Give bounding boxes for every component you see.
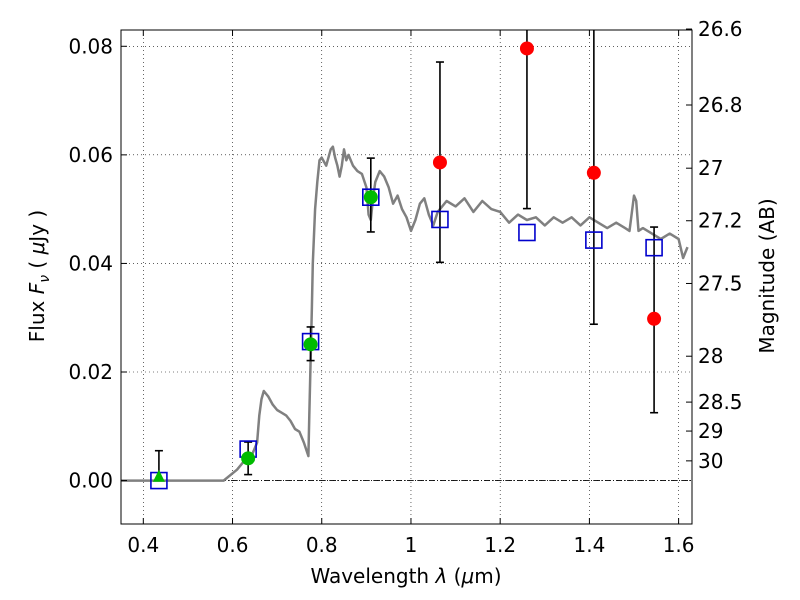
model-spectrum-line [121,145,689,482]
x-tick-label: 1.4 [573,533,605,557]
plot-frame [120,29,693,525]
x-tick-label: 0.6 [217,533,249,557]
error-bars-group [154,30,659,482]
x-axis-label-unit-mu: μ [460,564,474,588]
x-tick-label: 0.4 [127,533,159,557]
model-photometry-square [362,188,380,206]
x-tick-label: 1 [405,533,418,557]
y-axis-label-symbol: F [25,282,49,294]
red-data-point [519,41,534,56]
x-axis-label: Wavelength λ (μm) [310,564,501,588]
red-data-point [647,311,662,326]
grid-lines [121,30,692,524]
model-photometry-square [518,223,536,242]
y2-tick-label: 28 [698,344,723,368]
y-axis-label-subscript: ν [37,275,53,283]
x-axis-label-unit-open: ( [447,564,461,588]
y2-tick-label: 27 [698,156,723,180]
y2-tick-label: 26.6 [698,17,743,41]
y-axis-label: Flux Fν ( μJy ) [25,210,53,342]
y-axis-label-unit-mu: μ [25,242,49,256]
y-axis-label-unit-open: ( [25,254,49,275]
green-data-point [241,451,256,466]
y-tick-label: 0.06 [68,143,113,167]
model-spectrum-group [121,145,689,482]
green-upper-limit-triangle [152,469,165,482]
x-axis-label-symbol: λ [434,564,447,588]
y2-tick-label: 28.5 [698,390,743,414]
y-tick-label: 0.08 [68,34,113,58]
x-axis-label-unit-close: m) [474,564,501,588]
x-tick-label: 1.2 [484,533,516,557]
y2-tick-label: 26.8 [698,93,743,117]
y2-tick-label: 29 [698,419,723,443]
y-tick-label: 0.00 [68,469,113,493]
model-photometry-square [645,238,663,257]
x-axis-label-prefix: Wavelength [310,564,435,588]
data-points-group [150,41,663,490]
red-data-point [432,155,447,170]
y-tick-label: 0.02 [68,360,113,384]
y-tick-label: 0.04 [68,251,113,275]
x-tick-label: 1.6 [663,533,695,557]
x-tick-label: 0.8 [306,533,338,557]
model-photometry-square [585,231,603,249]
secondary-y-axis-label: Magnitude (AB) [755,198,779,353]
y-axis-label-prefix: Flux [25,294,49,342]
axis-ticks: 0.4 0.6 0.8 1 1.2 1.4 1.6 0.00 0.02 0.04 0.06 0.08 2… [68,17,742,557]
y2-tick-label: 27.2 [698,209,743,233]
y2-tick-label: 27.5 [698,271,743,295]
green-data-point [363,190,378,205]
green-data-point [303,337,318,352]
red-data-point [586,165,601,180]
y-axis-label-unit-close: Jy ) [25,210,49,244]
model-photometry-square [431,210,449,229]
y2-tick-label: 30 [698,449,723,473]
